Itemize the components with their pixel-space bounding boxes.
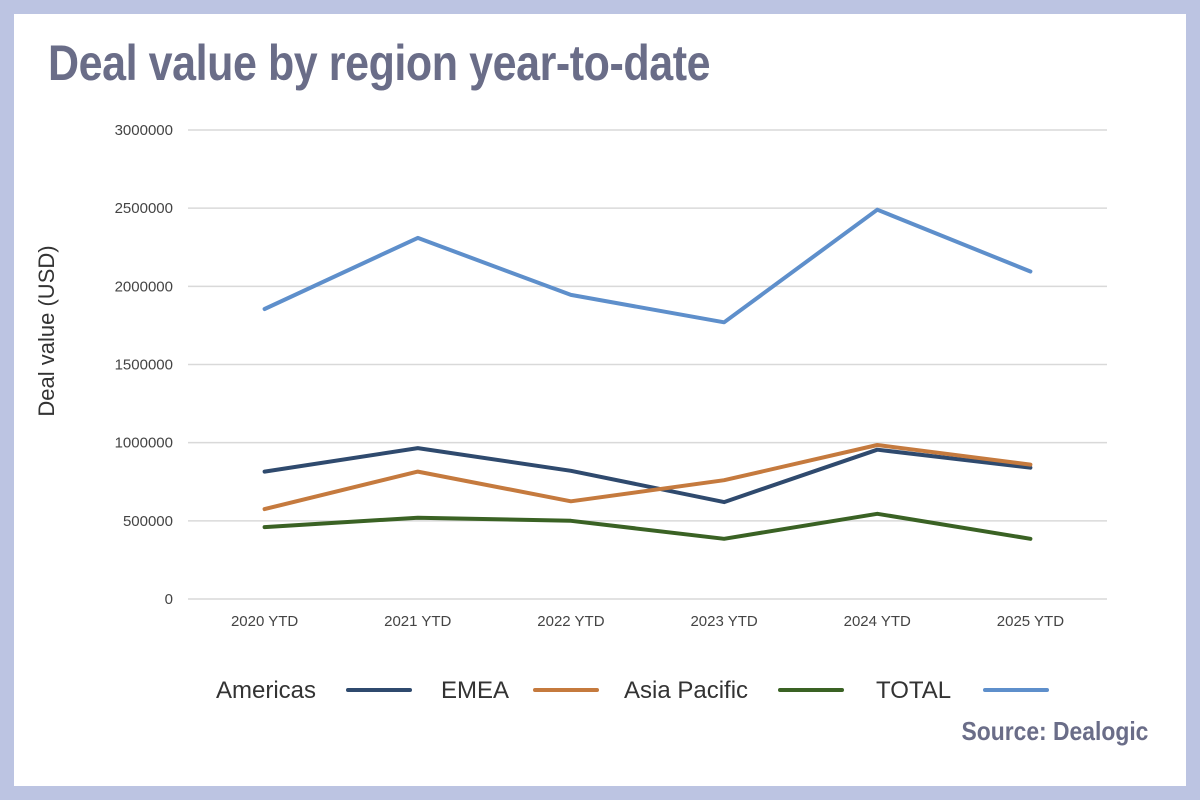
chart-title: Deal value by region year-to-date	[48, 35, 711, 91]
x-tick-label: 2021 YTD	[384, 613, 451, 630]
series-line-total	[262, 207, 1033, 325]
x-tick-label: 2022 YTD	[537, 613, 604, 630]
legend-label-emea: EMEA	[441, 677, 509, 704]
x-tick-label: 2025 YTD	[997, 613, 1064, 630]
y-tick-label: 1500000	[115, 357, 173, 374]
series-line-emea	[262, 443, 1033, 512]
legend: Americas EMEA Asia Pacific TOTAL	[216, 677, 1049, 704]
x-tick-label: 2024 YTD	[844, 613, 911, 630]
y-tick-label: 2500000	[115, 200, 173, 217]
legend-label-asia-pacific: Asia Pacific	[624, 677, 748, 704]
y-axis-label: Deal value (USD)	[34, 245, 59, 416]
series-lines	[262, 207, 1033, 541]
x-tick-label: 2020 YTD	[231, 613, 298, 630]
x-tick-label: 2023 YTD	[690, 613, 757, 630]
y-tick-label: 3000000	[115, 122, 173, 139]
series-line-asia-pacific	[262, 511, 1033, 541]
source-note: Source: Dealogic	[961, 716, 1148, 746]
y-axis-ticks: 0 500000 1000000 1500000 2000000 2500000 30000…	[115, 122, 173, 608]
chart-panel	[14, 14, 1186, 786]
y-tick-label: 0	[165, 591, 173, 608]
y-tick-label: 1000000	[115, 435, 173, 452]
series-line-americas	[262, 446, 1033, 505]
x-axis-ticks: 2020 YTD 2021 YTD 2022 YTD 2023 YTD 2024 YTD…	[231, 613, 1064, 630]
gridlines	[188, 129, 1107, 600]
y-tick-label: 500000	[123, 513, 173, 530]
y-tick-label: 2000000	[115, 278, 173, 295]
legend-label-americas: Americas	[216, 677, 316, 704]
legend-label-total: TOTAL	[876, 677, 951, 704]
